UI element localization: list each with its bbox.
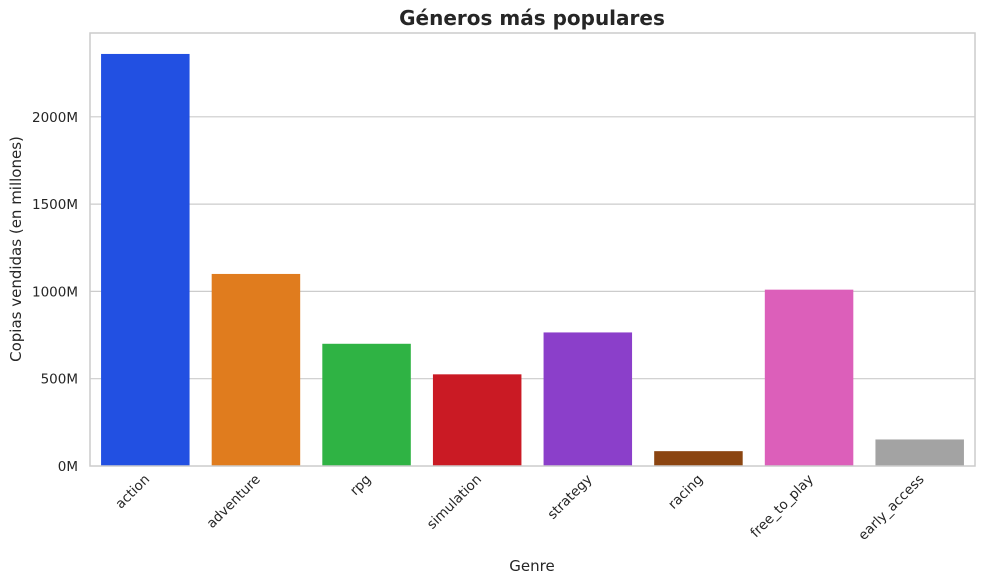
y-tick-labels: 0M 500M 1000M 1500M 2000M (32, 110, 78, 475)
bar-action (101, 53, 190, 467)
bar-rpg (322, 343, 411, 466)
chart-title: Géneros más populares (399, 6, 665, 30)
x-tick-label: strategy (545, 472, 596, 523)
bar-early-access (875, 439, 964, 466)
y-axis-label: Copias vendidas (en millones) (7, 136, 25, 362)
y-tick-label: 1500M (32, 197, 78, 213)
bar-strategy (543, 332, 633, 466)
bars (101, 53, 964, 467)
y-tick-label: 2000M (32, 110, 78, 126)
x-tick-label: adventure (204, 472, 264, 532)
x-tick-label: action (112, 472, 153, 513)
x-tick-label: rpg (347, 472, 374, 499)
bar-free-to-play (764, 289, 854, 466)
bar-racing (654, 451, 743, 466)
x-tick-label: simulation (424, 472, 485, 533)
x-tick-label: early_access (855, 472, 927, 544)
y-tick-label: 0M (58, 459, 78, 475)
x-tick-label: free_to_play (747, 472, 816, 541)
bar-adventure (211, 273, 301, 466)
y-tick-label: 500M (41, 372, 78, 388)
bar-simulation (432, 374, 522, 466)
x-axis-label: Genre (509, 557, 554, 575)
y-tick-label: 1000M (32, 284, 78, 300)
x-tick-label: racing (665, 472, 706, 513)
x-tick-labels: action adventure rpg simulation strategy raci… (112, 472, 927, 544)
plot-frame (89, 32, 976, 467)
